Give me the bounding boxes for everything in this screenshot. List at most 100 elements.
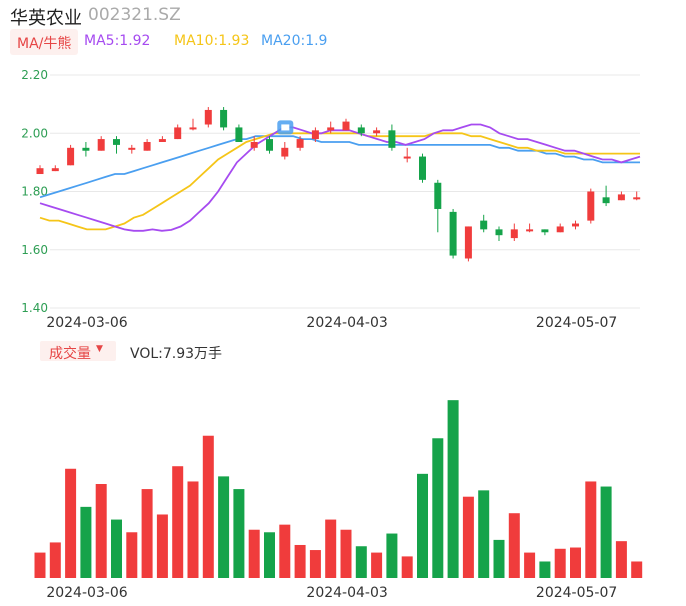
volume-bar [371,552,383,578]
candle-body [327,127,335,131]
volume-bar [49,542,61,578]
volume-bar [264,532,275,578]
volume-bar [585,481,597,578]
ma20-legend: MA20:1.9 [261,33,328,49]
candle-body [174,127,182,140]
x-axis-tick-label: 2024-05-07 [536,585,617,601]
candle-body [357,127,365,134]
volume-bar [218,476,230,578]
volume-bar [202,435,214,578]
ma-indicator-label: MA/牛熊 [17,36,72,52]
volume-bar [65,468,77,578]
x-axis-tick-label: 2024-03-06 [46,585,127,601]
candle-body [281,147,289,157]
y-axis-tick-label: 2.20 [21,68,48,82]
volume-bar [508,513,520,578]
ma5-line [39,123,641,232]
candle-body [541,229,549,233]
candle-body [311,130,319,140]
volume-bar [417,473,428,578]
volume-indicator-button[interactable]: 成交量 ▼ [40,341,116,362]
volume-bar [248,529,260,578]
volume-bar [279,524,291,578]
volume-bar [187,481,199,578]
candle-body [296,139,304,148]
candle-body [342,121,350,131]
candle-body [36,168,44,175]
candle-body [51,168,59,172]
volume-bar [294,544,306,578]
volume-bar [493,539,505,578]
volume-bar [156,514,168,578]
volume-bar [95,484,107,578]
volume-bar [386,533,398,578]
candle-body [480,220,488,230]
candle-body [235,127,243,142]
candle-body [602,197,610,204]
volume-bar [600,486,612,578]
candle-body [388,130,396,148]
volume-bar [141,489,153,578]
candle-body [572,223,579,227]
candle-body [403,156,411,159]
y-axis-tick-label: 1.80 [21,185,48,199]
candle-body [113,139,120,145]
candle-body [82,147,90,151]
y-axis-tick-label: 2.00 [21,126,48,140]
volume-bar [539,561,551,578]
x-axis-tick-label: 2024-04-03 [306,315,387,331]
candle-body [189,127,197,130]
candle-body [266,139,273,151]
candle-body [128,147,136,150]
volume-bar [325,519,337,578]
volume-bar [355,546,367,578]
candle-body [449,211,457,256]
candle-body [143,141,151,151]
x-axis-tick-label: 2024-05-07 [536,315,617,331]
volume-value-text: VOL:7.93万手 [130,346,223,362]
volume-bar [478,490,490,578]
y-axis-tick-label: 1.40 [21,301,48,315]
y-axis-tick-label: 1.60 [21,243,48,257]
volume-bar [80,506,92,578]
stock-name: 华英农业 [10,8,82,29]
candle-body [67,147,75,166]
candle-body [97,139,105,151]
candle-body [633,197,641,200]
volume-bar [447,400,459,578]
cursor-marker-inner [281,124,290,131]
candle-body [434,182,442,209]
candle-body [510,229,518,239]
volume-bar [401,556,413,578]
x-axis-tick-label: 2024-04-03 [306,585,387,601]
candle-body [204,109,212,125]
volume-bar [462,496,474,578]
volume-bar [111,519,122,578]
ma10-line [39,132,640,231]
volume-bar [432,438,444,578]
volume-bar [172,466,184,578]
ma10-legend: MA10:1.93 [174,33,250,49]
ma5-legend: MA5:1.92 [84,33,151,49]
candle-body [464,226,472,259]
candle-body [373,130,381,134]
ma20-line [39,135,640,199]
candle-body [495,229,503,236]
candle-body [419,156,426,180]
volume-bar [126,532,138,578]
dropdown-arrow-icon: ▼ [96,344,103,354]
x-axis-tick-label: 2024-03-06 [46,315,127,331]
volume-bar [309,550,321,578]
ma-indicator-button[interactable]: MA/牛熊 [10,29,78,55]
volume-bar [554,548,566,578]
volume-bar [570,547,581,578]
volume-bar [631,561,643,578]
volume-bar [34,552,46,578]
volume-bar [340,529,352,578]
candle-body [556,226,564,233]
candle-body [158,139,166,142]
candle-body [587,191,595,221]
candle-body [526,229,534,232]
stock-code: 002321.SZ [88,5,181,25]
